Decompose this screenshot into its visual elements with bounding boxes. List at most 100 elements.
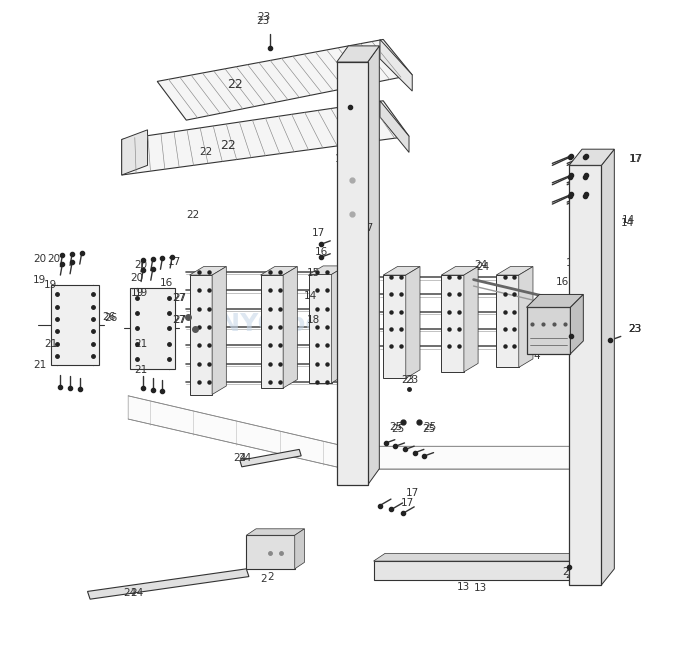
Bar — [569, 166, 602, 585]
Text: 27: 27 — [173, 292, 187, 303]
Polygon shape — [368, 46, 379, 485]
Text: 23: 23 — [629, 324, 642, 334]
Text: 23: 23 — [338, 76, 351, 87]
Bar — [309, 274, 331, 383]
Bar — [441, 275, 464, 372]
Polygon shape — [374, 553, 592, 561]
Text: 19: 19 — [33, 274, 47, 285]
Text: 19: 19 — [131, 287, 145, 298]
Bar — [130, 288, 175, 369]
Text: 24: 24 — [477, 261, 490, 272]
Text: 27: 27 — [172, 292, 185, 303]
Polygon shape — [380, 39, 412, 91]
Text: 16: 16 — [160, 278, 174, 289]
Bar — [246, 535, 295, 569]
Text: 23: 23 — [401, 375, 414, 386]
Polygon shape — [496, 267, 533, 275]
Text: 16: 16 — [315, 248, 329, 258]
Text: INYO pools: INYO pools — [210, 311, 363, 336]
Polygon shape — [240, 450, 301, 467]
Text: 1: 1 — [580, 367, 587, 377]
Polygon shape — [406, 267, 420, 378]
Text: 17: 17 — [629, 154, 642, 164]
Text: 21: 21 — [33, 360, 47, 371]
Text: 21: 21 — [135, 339, 148, 349]
Bar — [337, 62, 368, 485]
Polygon shape — [295, 529, 304, 569]
Polygon shape — [309, 266, 345, 274]
Text: 20: 20 — [135, 260, 147, 270]
Text: 26: 26 — [102, 312, 116, 322]
Polygon shape — [158, 39, 412, 120]
Polygon shape — [383, 267, 420, 275]
Text: 17: 17 — [168, 257, 181, 267]
Polygon shape — [283, 267, 297, 388]
Text: 17: 17 — [360, 223, 374, 233]
Text: 19: 19 — [44, 280, 57, 290]
Text: 17: 17 — [629, 154, 643, 164]
Polygon shape — [518, 267, 533, 367]
Text: 20: 20 — [47, 254, 60, 264]
Text: 23: 23 — [256, 16, 269, 27]
Text: 2: 2 — [267, 571, 274, 582]
Text: 25: 25 — [422, 424, 435, 433]
Text: 19: 19 — [135, 287, 148, 298]
Polygon shape — [602, 149, 614, 585]
Text: 24: 24 — [475, 260, 488, 270]
Text: 12: 12 — [345, 290, 359, 300]
Polygon shape — [128, 396, 572, 469]
Polygon shape — [260, 267, 297, 275]
Text: 23: 23 — [629, 324, 642, 334]
Text: 17: 17 — [401, 498, 414, 508]
Text: 22: 22 — [227, 78, 243, 91]
Text: 14: 14 — [304, 291, 318, 302]
Polygon shape — [337, 46, 379, 62]
Polygon shape — [122, 130, 147, 175]
Text: 22: 22 — [199, 148, 212, 157]
Text: 20: 20 — [33, 254, 46, 264]
Text: 12: 12 — [335, 154, 348, 164]
Text: 25: 25 — [389, 422, 403, 432]
Bar — [51, 285, 99, 366]
Text: 24: 24 — [238, 453, 251, 463]
Polygon shape — [571, 294, 583, 354]
Text: 27: 27 — [173, 315, 187, 325]
Text: 23: 23 — [629, 324, 642, 334]
Text: 17: 17 — [406, 488, 419, 498]
Polygon shape — [441, 267, 478, 275]
Polygon shape — [331, 266, 345, 383]
Bar — [527, 307, 571, 354]
Bar — [383, 275, 406, 378]
Text: 18: 18 — [566, 258, 579, 269]
Text: 22: 22 — [220, 140, 236, 153]
Text: 18: 18 — [160, 341, 174, 351]
Text: 20: 20 — [130, 273, 143, 283]
Text: 1: 1 — [582, 412, 589, 422]
Text: 21: 21 — [44, 339, 57, 349]
Text: 15: 15 — [307, 268, 320, 278]
Text: 4: 4 — [533, 351, 540, 361]
Text: 25: 25 — [424, 422, 437, 432]
Polygon shape — [189, 267, 226, 275]
Text: 27: 27 — [172, 315, 185, 325]
Text: 22: 22 — [186, 210, 199, 220]
Polygon shape — [464, 267, 478, 372]
Text: 21: 21 — [135, 365, 148, 375]
Text: 24: 24 — [233, 453, 246, 463]
Bar — [189, 275, 212, 395]
Polygon shape — [527, 294, 583, 307]
Text: 15: 15 — [158, 299, 172, 309]
Polygon shape — [380, 101, 409, 153]
Text: 23: 23 — [257, 12, 270, 22]
Text: 4: 4 — [512, 342, 518, 353]
Polygon shape — [246, 529, 304, 535]
Text: 18: 18 — [307, 315, 320, 325]
Text: 16: 16 — [556, 276, 569, 287]
Polygon shape — [569, 149, 614, 166]
Text: 14: 14 — [621, 219, 634, 228]
Text: 25: 25 — [391, 424, 404, 433]
Text: 24: 24 — [123, 588, 137, 598]
Polygon shape — [87, 569, 249, 599]
Text: 17: 17 — [312, 228, 325, 238]
Text: 2: 2 — [260, 573, 267, 584]
